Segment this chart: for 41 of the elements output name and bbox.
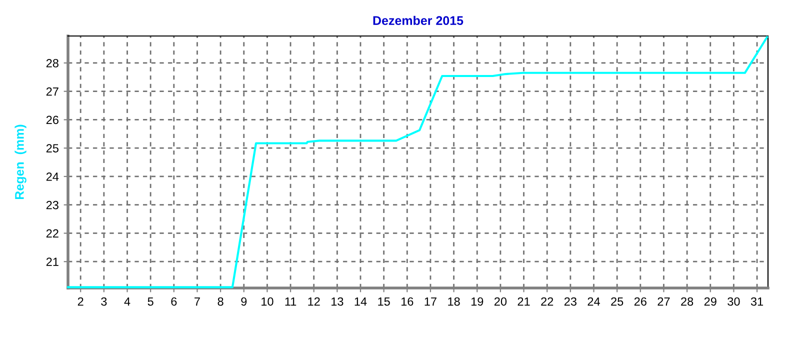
x-tick-label: 26	[634, 297, 646, 306]
y-tick-label: 27	[46, 87, 58, 96]
x-tick-label: 27	[658, 297, 670, 306]
x-tick-label: 4	[124, 297, 130, 306]
x-tick-label: 23	[564, 297, 576, 306]
x-tick-label: 5	[148, 297, 154, 306]
x-tick-label: 21	[518, 297, 530, 306]
x-tick-label: 14	[354, 297, 367, 306]
x-tick-label: 11	[285, 297, 296, 306]
y-tick-label: 26	[46, 116, 58, 124]
x-tick-label: 19	[471, 297, 484, 306]
y-tick-label: 25	[46, 144, 58, 152]
x-tick-label: 18	[448, 297, 460, 306]
y-tick-label: 23	[46, 200, 58, 210]
y-tick-label: 21	[46, 258, 58, 266]
x-tick-label: 30	[728, 297, 740, 306]
x-tick-label: 20	[494, 297, 507, 306]
y-axis-title: Regen (mm)	[14, 124, 26, 200]
x-tick-label: 22	[541, 297, 554, 306]
chart-title: Dezember 2015	[373, 16, 464, 26]
y-tick-label: 28	[46, 58, 58, 68]
x-tick-label: 10	[262, 297, 274, 306]
x-tick-label: 28	[681, 297, 694, 306]
x-tick-label: 3	[101, 297, 107, 306]
x-tick-label: 17	[424, 297, 436, 306]
y-tick-label: 22	[46, 229, 58, 238]
x-tick-label: 31	[750, 297, 764, 306]
x-tick-label: 29	[704, 297, 716, 306]
x-tick-label: 25	[611, 297, 624, 306]
x-tick-label: 2	[78, 297, 84, 306]
x-tick-label: 16	[401, 297, 414, 306]
x-tick-label: 12	[308, 297, 320, 306]
x-tick-label: 8	[218, 297, 224, 306]
x-tick-label: 7	[194, 297, 200, 306]
x-tick-label: 15	[378, 297, 390, 306]
x-tick-label: 24	[588, 297, 600, 306]
x-tick-label: 13	[332, 297, 344, 306]
x-tick-label: 6	[171, 297, 177, 306]
y-tick-label: 24	[46, 172, 59, 181]
line-series	[66, 36, 768, 288]
x-tick-label: 9	[241, 297, 247, 306]
